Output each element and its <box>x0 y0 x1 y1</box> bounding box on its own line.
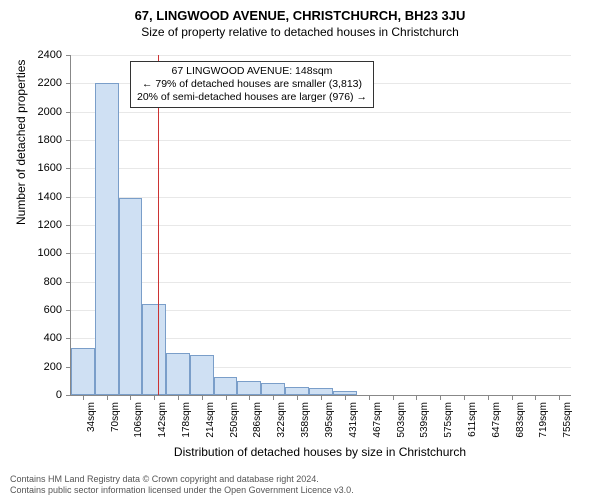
xtick-mark <box>226 395 227 400</box>
histogram-bar <box>119 198 143 395</box>
xtick-mark <box>107 395 108 400</box>
ytick-label: 200 <box>22 361 62 373</box>
histogram-bar <box>166 353 190 396</box>
xtick-mark <box>488 395 489 400</box>
ytick-mark <box>66 338 71 339</box>
ytick-mark <box>66 253 71 254</box>
footer-line-2: Contains public sector information licen… <box>10 485 354 496</box>
footer-line-1: Contains HM Land Registry data © Crown c… <box>10 474 354 485</box>
gridline <box>71 225 571 226</box>
xtick-label: 467sqm <box>372 402 383 438</box>
ytick-label: 1400 <box>22 191 62 203</box>
chart-area: 67 LINGWOOD AVENUE: 148sqm ← 79% of deta… <box>70 55 570 395</box>
xtick-mark <box>202 395 203 400</box>
xtick-label: 611sqm <box>467 402 478 437</box>
ytick-label: 0 <box>22 389 62 401</box>
gridline <box>71 253 571 254</box>
histogram-bar <box>214 377 238 395</box>
xtick-mark <box>512 395 513 400</box>
ytick-mark <box>66 55 71 56</box>
ytick-mark <box>66 197 71 198</box>
xtick-label: 395sqm <box>324 402 335 438</box>
ytick-mark <box>66 112 71 113</box>
ytick-mark <box>66 140 71 141</box>
ytick-label: 2400 <box>22 49 62 61</box>
xtick-mark <box>393 395 394 400</box>
xtick-mark <box>345 395 346 400</box>
gridline <box>71 140 571 141</box>
ytick-mark <box>66 225 71 226</box>
gridline <box>71 55 571 56</box>
ytick-label: 2200 <box>22 77 62 89</box>
xtick-mark <box>535 395 536 400</box>
xtick-label: 647sqm <box>491 402 502 438</box>
x-axis-label: Distribution of detached houses by size … <box>70 445 570 459</box>
xtick-label: 539sqm <box>419 402 430 438</box>
xtick-mark <box>321 395 322 400</box>
ytick-mark <box>66 83 71 84</box>
xtick-label: 358sqm <box>300 402 311 438</box>
gridline <box>71 112 571 113</box>
annotation-line-2: ← 79% of detached houses are smaller (3,… <box>137 78 367 91</box>
xtick-mark <box>559 395 560 400</box>
xtick-mark <box>130 395 131 400</box>
histogram-bar <box>71 348 95 395</box>
ytick-mark <box>66 282 71 283</box>
xtick-label: 719sqm <box>538 402 549 438</box>
xtick-label: 322sqm <box>276 402 287 438</box>
histogram-bar <box>237 381 261 395</box>
histogram-bar <box>261 383 285 395</box>
xtick-mark <box>154 395 155 400</box>
xtick-mark <box>249 395 250 400</box>
ytick-label: 2000 <box>22 106 62 118</box>
xtick-mark <box>416 395 417 400</box>
footer-attribution: Contains HM Land Registry data © Crown c… <box>10 474 354 496</box>
ytick-label: 400 <box>22 332 62 344</box>
annotation-box: 67 LINGWOOD AVENUE: 148sqm ← 79% of deta… <box>130 61 374 108</box>
xtick-label: 106sqm <box>133 402 144 438</box>
ytick-mark <box>66 395 71 396</box>
ytick-label: 800 <box>22 276 62 288</box>
xtick-label: 214sqm <box>205 402 216 438</box>
histogram-bar <box>190 355 214 395</box>
xtick-mark <box>440 395 441 400</box>
xtick-label: 70sqm <box>110 402 121 432</box>
ytick-label: 1800 <box>22 134 62 146</box>
histogram-bar <box>309 388 333 395</box>
ytick-label: 1600 <box>22 162 62 174</box>
gridline <box>71 282 571 283</box>
xtick-mark <box>83 395 84 400</box>
xtick-mark <box>273 395 274 400</box>
xtick-label: 503sqm <box>396 402 407 438</box>
xtick-label: 286sqm <box>252 402 263 438</box>
xtick-label: 683sqm <box>515 402 526 438</box>
xtick-mark <box>464 395 465 400</box>
xtick-mark <box>369 395 370 400</box>
chart-title: 67, LINGWOOD AVENUE, CHRISTCHURCH, BH23 … <box>0 0 600 23</box>
xtick-label: 250sqm <box>229 402 240 438</box>
xtick-label: 178sqm <box>181 402 192 438</box>
annotation-line-1: 67 LINGWOOD AVENUE: 148sqm <box>137 65 367 78</box>
ytick-label: 600 <box>22 304 62 316</box>
gridline <box>71 168 571 169</box>
histogram-bar <box>142 304 166 395</box>
ytick-label: 1000 <box>22 247 62 259</box>
xtick-mark <box>178 395 179 400</box>
xtick-label: 34sqm <box>86 402 97 432</box>
ytick-label: 1200 <box>22 219 62 231</box>
ytick-mark <box>66 168 71 169</box>
histogram-bar <box>95 83 119 395</box>
xtick-label: 575sqm <box>443 402 454 438</box>
gridline <box>71 197 571 198</box>
xtick-label: 431sqm <box>348 402 359 438</box>
chart-subtitle: Size of property relative to detached ho… <box>0 23 600 43</box>
annotation-line-3: 20% of semi-detached houses are larger (… <box>137 91 367 104</box>
chart-container: 67, LINGWOOD AVENUE, CHRISTCHURCH, BH23 … <box>0 0 600 500</box>
xtick-label: 755sqm <box>562 402 573 438</box>
histogram-bar <box>285 387 309 396</box>
ytick-mark <box>66 310 71 311</box>
xtick-label: 142sqm <box>157 402 168 438</box>
xtick-mark <box>297 395 298 400</box>
